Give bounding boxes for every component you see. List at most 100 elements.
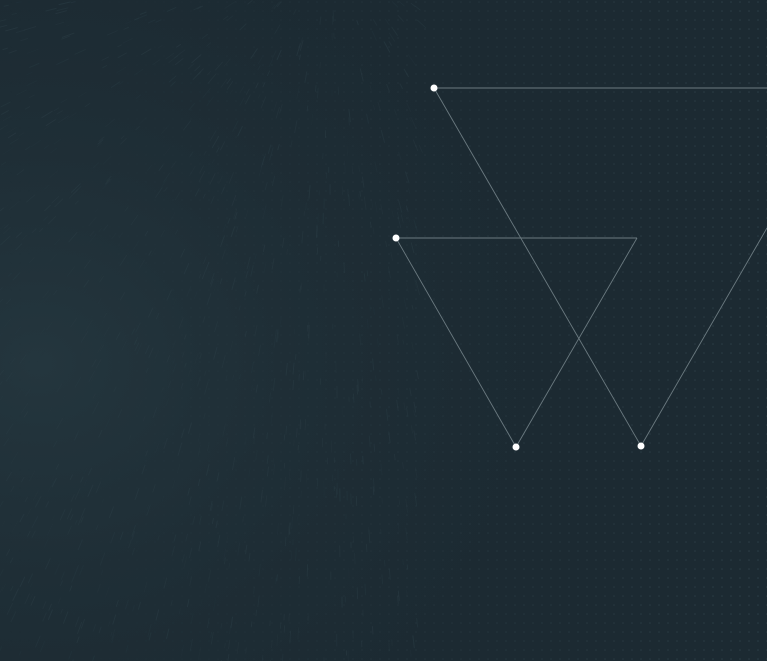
texture-streak bbox=[187, 487, 191, 496]
texture-streak bbox=[403, 68, 409, 78]
texture-streak bbox=[55, 10, 68, 15]
texture-streak bbox=[198, 273, 202, 279]
texture-streak bbox=[203, 256, 207, 264]
texture-streak bbox=[204, 370, 207, 376]
texture-streak bbox=[372, 477, 375, 492]
texture-streak bbox=[51, 478, 57, 488]
texture-streak bbox=[0, 207, 5, 212]
texture-streak bbox=[376, 338, 379, 348]
texture-streak bbox=[40, 641, 45, 652]
texture-streak bbox=[394, 454, 396, 461]
texture-streak bbox=[314, 85, 317, 92]
texture-streak bbox=[87, 484, 94, 497]
texture-streak bbox=[30, 596, 36, 606]
texture-streak bbox=[102, 178, 112, 190]
texture-streak bbox=[183, 556, 187, 570]
texture-streak bbox=[145, 450, 148, 457]
texture-streak bbox=[225, 374, 228, 382]
texture-streak bbox=[387, 266, 391, 279]
texture-streak bbox=[263, 261, 267, 274]
texture-streak bbox=[248, 467, 251, 478]
texture-streak bbox=[45, 501, 50, 508]
texture-streak bbox=[107, 620, 111, 627]
texture-streak bbox=[227, 217, 231, 224]
texture-streak bbox=[386, 84, 390, 92]
texture-streak bbox=[363, 273, 366, 282]
texture-streak bbox=[161, 495, 165, 502]
texture-streak bbox=[266, 455, 269, 464]
texture-streak bbox=[197, 376, 201, 387]
texture-streak bbox=[161, 127, 168, 135]
texture-streak bbox=[319, 16, 322, 25]
texture-streak bbox=[145, 344, 150, 354]
texture-streak bbox=[229, 340, 234, 352]
texture-streak bbox=[155, 441, 160, 453]
texture-streak bbox=[85, 319, 93, 332]
texture-streak bbox=[20, 38, 29, 42]
texture-streak bbox=[248, 553, 251, 562]
texture-streak bbox=[9, 557, 14, 564]
texture-streak bbox=[177, 442, 183, 456]
texture-streak bbox=[92, 393, 96, 399]
texture-streak bbox=[286, 248, 288, 256]
texture-streak bbox=[83, 288, 88, 294]
texture-streak bbox=[92, 162, 99, 169]
texture-streak bbox=[237, 542, 241, 556]
edge-bottom-right-to-edge bbox=[640, 227, 767, 447]
texture-streak bbox=[71, 573, 76, 583]
texture-streak bbox=[54, 563, 60, 575]
texture-streak bbox=[98, 136, 105, 142]
texture-streak bbox=[414, 5, 421, 11]
texture-streak bbox=[83, 467, 87, 475]
texture-streak bbox=[255, 609, 258, 617]
texture-streak bbox=[54, 238, 61, 246]
texture-streak bbox=[388, 431, 391, 444]
texture-streak bbox=[251, 361, 254, 373]
texture-streak bbox=[298, 37, 303, 51]
texture-streak bbox=[245, 544, 248, 555]
texture-streak bbox=[410, 116, 417, 129]
texture-streak bbox=[375, 375, 377, 381]
texture-streak bbox=[273, 1, 280, 9]
texture-streak bbox=[8, 354, 15, 364]
texture-streak bbox=[50, 147, 58, 154]
texture-streak bbox=[31, 530, 36, 538]
texture-streak bbox=[97, 344, 103, 354]
texture-streak bbox=[43, 145, 49, 150]
texture-streak bbox=[0, 395, 4, 401]
texture-streak bbox=[31, 516, 39, 529]
texture-streak bbox=[131, 530, 136, 540]
texture-streak bbox=[358, 193, 360, 200]
texture-streak bbox=[26, 48, 39, 54]
texture-streak bbox=[73, 186, 82, 194]
texture-streak bbox=[5, 471, 12, 482]
texture-streak bbox=[257, 595, 260, 608]
texture-streak bbox=[232, 456, 236, 471]
texture-streak bbox=[125, 599, 129, 610]
texture-streak bbox=[247, 0, 253, 5]
texture-streak bbox=[77, 91, 87, 98]
texture-streak bbox=[56, 383, 63, 393]
texture-streak bbox=[359, 190, 361, 197]
texture-streak bbox=[15, 29, 26, 33]
texture-streak bbox=[59, 508, 66, 521]
texture-streak bbox=[134, 17, 140, 21]
texture-streak bbox=[190, 556, 192, 562]
texture-streak bbox=[89, 233, 97, 243]
texture-streak bbox=[365, 543, 368, 553]
texture-streak bbox=[148, 347, 154, 358]
texture-streak bbox=[397, 15, 404, 22]
texture-streak bbox=[285, 425, 288, 435]
texture-streak bbox=[94, 207, 99, 213]
texture-streak bbox=[198, 646, 202, 660]
texture-streak bbox=[101, 318, 105, 324]
texture-streak bbox=[134, 487, 140, 501]
texture-streak bbox=[207, 70, 212, 76]
texture-streak bbox=[397, 217, 402, 229]
texture-streak bbox=[132, 239, 140, 251]
texture-streak bbox=[119, 292, 126, 301]
texture-streak bbox=[26, 507, 32, 518]
texture-streak bbox=[413, 276, 417, 289]
texture-streak bbox=[197, 433, 201, 443]
texture-streak bbox=[264, 181, 268, 191]
